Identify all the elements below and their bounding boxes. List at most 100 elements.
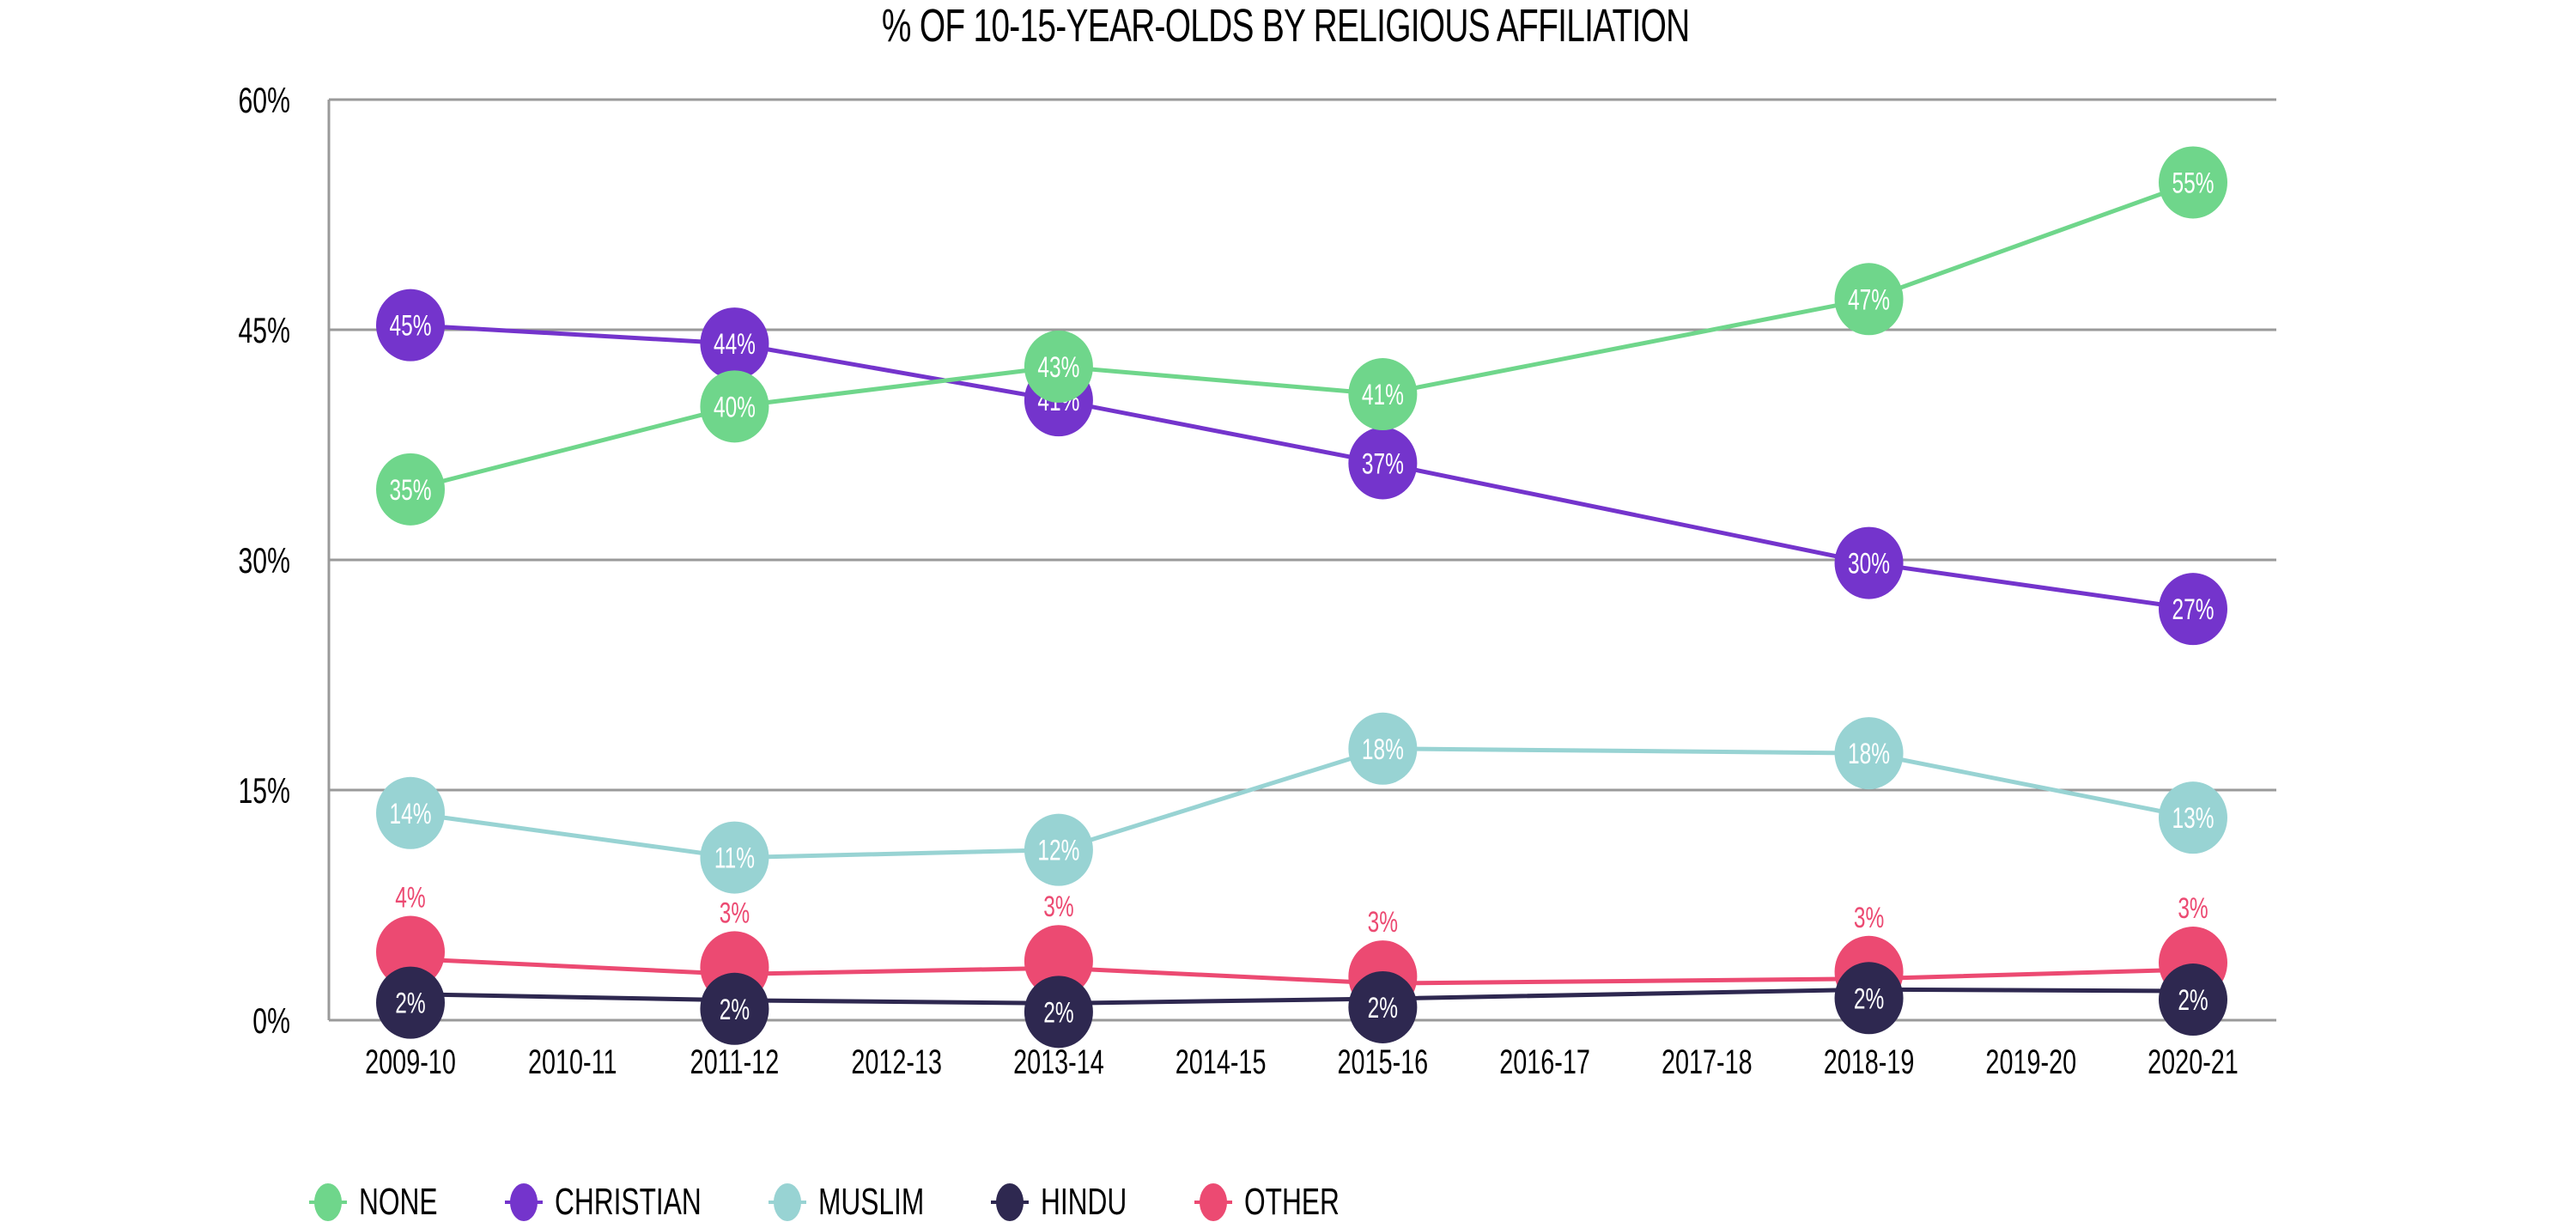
data-label-muslim: 12%	[1037, 835, 1079, 867]
data-point-christian	[1348, 427, 1418, 500]
data-point-muslim	[1024, 813, 1093, 886]
data-label-christian: 37%	[1362, 448, 1404, 481]
x-tick-label: 2013-14	[1013, 1043, 1104, 1081]
data-label-hindu: 2%	[395, 988, 425, 1020]
legend-item-christian: CHRISTIAN	[504, 1181, 702, 1224]
data-label-muslim: 11%	[714, 842, 755, 875]
legend-marker-icon	[990, 1183, 1029, 1221]
data-label-other: 3%	[1854, 902, 1884, 934]
data-label-muslim: 14%	[390, 798, 432, 830]
x-tick-label: 2010-11	[528, 1043, 617, 1081]
data-label-none: 47%	[1848, 283, 1890, 316]
data-label-muslim: 18%	[1362, 733, 1404, 766]
legend-label: MUSLIM	[817, 1181, 924, 1223]
data-point-muslim	[2159, 781, 2227, 854]
data-label-none: 40%	[714, 391, 756, 423]
x-tick-label: 2009-10	[365, 1043, 456, 1081]
data-label-none: 35%	[390, 474, 432, 507]
y-tick-label: 15%	[238, 770, 290, 811]
series-points-muslim: 14% 11% 12% 18% 18% 13%	[376, 712, 2227, 894]
data-point-hindu	[2159, 964, 2227, 1037]
legend-label: CHRISTIAN	[554, 1181, 702, 1223]
x-tick-label: 2018-19	[1824, 1043, 1915, 1081]
y-tick-label: 60%	[238, 80, 290, 120]
y-tick-label: 45%	[238, 310, 290, 350]
data-label-none: 43%	[1037, 351, 1079, 384]
x-tick-label: 2017-18	[1662, 1043, 1753, 1081]
series-points-none: 35% 40% 43% 41% 47% 55%	[376, 146, 2227, 526]
data-label-muslim: 13%	[2172, 802, 2215, 835]
series-points: 14%11%12%18%18%13%45%44%41%37%30%27%35%4…	[376, 146, 2227, 1049]
data-label-other: 4%	[395, 882, 425, 915]
data-point-none	[700, 370, 769, 443]
data-point-none	[376, 453, 445, 526]
x-tick-label: 2020-21	[2148, 1043, 2239, 1081]
series-lines	[410, 180, 2194, 1006]
legend-marker-icon	[768, 1183, 806, 1221]
x-tick-label: 2016-17	[1499, 1043, 1590, 1081]
data-point-muslim	[700, 821, 769, 894]
legend-label: HINDU	[1040, 1181, 1127, 1223]
data-point-muslim	[376, 776, 445, 849]
data-point-muslim	[1348, 712, 1418, 785]
series-points-christian: 45% 44% 41% 37% 30% 27%	[376, 289, 2227, 646]
data-label-christian: 44%	[714, 328, 756, 361]
data-label-hindu: 2%	[1368, 992, 1398, 1024]
series-points-other: 4% 3% 3% 3% 3% 3%	[376, 882, 2227, 1013]
data-point-other	[376, 915, 445, 988]
legend-item-hindu: HINDU	[990, 1181, 1127, 1224]
data-point-hindu	[376, 966, 445, 1039]
data-point-none	[1348, 358, 1418, 431]
data-label-muslim: 18%	[1848, 738, 1890, 770]
data-point-christian	[1834, 526, 1904, 599]
data-point-hindu	[1024, 976, 1093, 1049]
legend-label: NONE	[359, 1181, 438, 1223]
data-point-hindu	[1348, 970, 1418, 1043]
data-label-none: 41%	[1362, 379, 1404, 411]
x-axis: 2009-10 2010-11 2011-12 2012-13 2013-14 2014-…	[365, 1043, 2239, 1081]
data-label-christian: 30%	[1848, 548, 1890, 581]
x-tick-label: 2014-15	[1176, 1043, 1267, 1081]
legend-item-none: NONE	[309, 1181, 438, 1224]
y-tick-label: 0%	[252, 1000, 290, 1041]
legend: NONE CHRISTIAN MUSLIM HINDU OTHER	[309, 1176, 1406, 1228]
x-tick-label: 2019-20	[1985, 1043, 2076, 1081]
series-line-none	[410, 180, 2194, 492]
data-label-other: 3%	[720, 897, 750, 930]
x-tick-label: 2015-16	[1338, 1043, 1429, 1081]
data-point-hindu	[1834, 962, 1904, 1035]
data-label-other: 3%	[1043, 891, 1073, 923]
gridlines	[327, 98, 2276, 1022]
legend-marker-icon	[504, 1183, 543, 1221]
x-tick-label: 2012-13	[851, 1043, 942, 1081]
data-label-none: 55%	[2172, 167, 2215, 200]
data-label-christian: 45%	[390, 310, 432, 343]
data-label-other: 3%	[1368, 906, 1398, 939]
legend-label: OTHER	[1243, 1181, 1340, 1223]
data-label-hindu: 2%	[1854, 982, 1884, 1015]
line-chart: 0% 15% 30% 45% 60% 2009-10 2010-11 2011-12 2012…	[238, 80, 2276, 1081]
series-line-muslim	[410, 746, 2194, 860]
data-point-muslim	[1834, 717, 1904, 790]
data-label-hindu: 2%	[1043, 997, 1073, 1030]
data-label-other: 3%	[2178, 892, 2208, 925]
legend-item-other: OTHER	[1194, 1181, 1340, 1224]
legend-item-muslim: MUSLIM	[768, 1181, 924, 1224]
data-point-hindu	[700, 972, 769, 1045]
data-point-none	[1024, 330, 1093, 403]
data-point-other	[1024, 925, 1093, 998]
data-point-christian	[376, 289, 445, 362]
legend-marker-icon	[309, 1183, 347, 1221]
data-label-hindu: 2%	[2178, 984, 2208, 1017]
chart-title: % OF 10-15-YEAR-OLDS BY RELIGIOUS AFFILI…	[881, 0, 1690, 52]
data-point-none	[2159, 146, 2227, 219]
series-line-christian	[410, 323, 2194, 611]
data-point-none	[1834, 263, 1904, 336]
data-point-christian	[2159, 573, 2227, 646]
series-line-hindu	[410, 987, 2194, 1006]
x-tick-label: 2011-12	[690, 1043, 780, 1081]
series-points-hindu: 2% 2% 2% 2% 2% 2%	[376, 962, 2227, 1049]
data-point-christian	[700, 307, 769, 380]
y-tick-label: 30%	[238, 540, 290, 581]
data-label-christian: 27%	[2172, 593, 2215, 626]
